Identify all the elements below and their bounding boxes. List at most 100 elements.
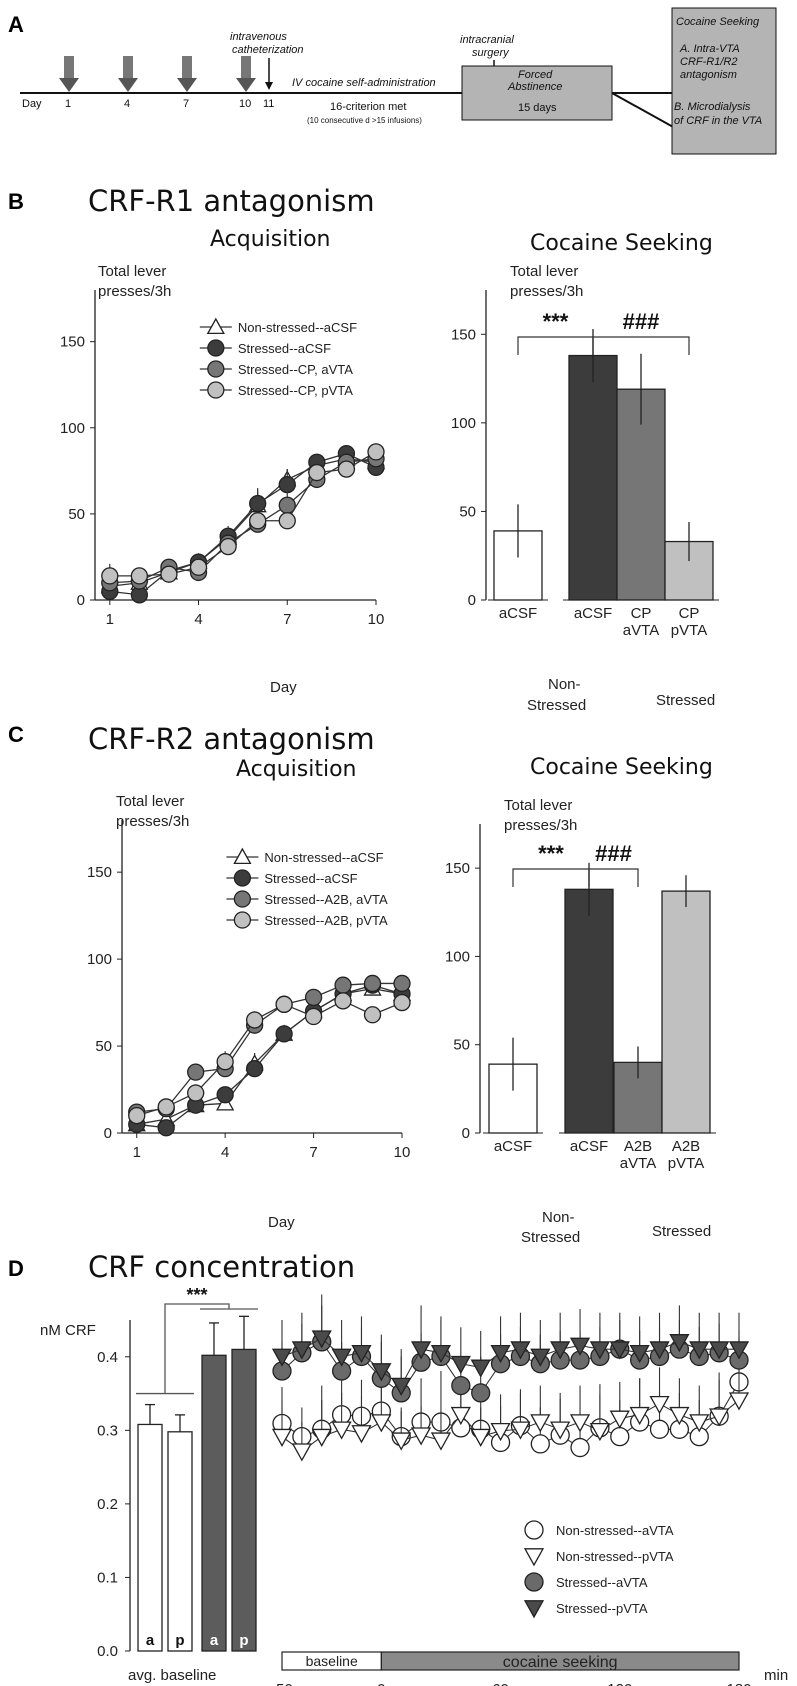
data-point: [304, 988, 323, 1007]
bar-category-label: pVTA: [671, 622, 707, 639]
legend-label: Stressed--pVTA: [556, 1601, 648, 1616]
y-tick-label: 0.0: [97, 1643, 118, 1660]
d-bar-xlabel: avg. baseline: [128, 1667, 216, 1684]
data-point: [271, 1428, 293, 1447]
data-point: [470, 1359, 491, 1378]
arrow-day-1: [59, 56, 79, 92]
data-point: [271, 1348, 293, 1367]
x-tick-label: 120: [607, 1681, 632, 1686]
day-tick-4: 4: [124, 98, 130, 110]
bar-category-label: a: [146, 1632, 155, 1649]
data-point: [589, 1341, 611, 1360]
legend-marker: [207, 381, 225, 399]
legend-label: Stressed--aCSF: [238, 341, 331, 356]
data-point: [709, 1341, 730, 1360]
x-tick-label: 10: [368, 611, 385, 628]
baseline-box-label: baseline: [306, 1653, 358, 1669]
d-timecourse-chart: baseline cocaine seeking -50 0 60 120 180 Non-s…: [271, 1294, 752, 1686]
data-point: [278, 512, 296, 530]
series-line: [136, 988, 403, 1125]
x-tick-label: 4: [221, 1144, 229, 1161]
legend-label: Non-stressed--pVTA: [556, 1549, 674, 1564]
x-tick-label: 1: [133, 1144, 141, 1161]
legend-label: Stressed--aCSF: [264, 871, 357, 886]
legend-label: Stressed--A2B, pVTA: [264, 913, 388, 928]
significance-bracket: ***: [517, 309, 594, 355]
y-tick-label: 100: [87, 951, 112, 968]
seeking-a-3: antagonism: [680, 69, 737, 81]
legend-marker: [233, 869, 252, 887]
series-line: [136, 984, 403, 1129]
legend-marker: [524, 1520, 544, 1540]
bar-category-label: p: [239, 1632, 248, 1649]
y-tick-label: 50: [95, 1038, 112, 1055]
bar-category-label: aCSF: [499, 605, 537, 622]
seeking-b-1: B. Microdialysis: [674, 101, 751, 113]
data-point: [275, 1025, 293, 1043]
x-tick-label: 60: [492, 1681, 509, 1686]
data-point: [530, 1414, 551, 1433]
bracket-line: [512, 868, 590, 887]
y-tick-label: 100: [445, 948, 470, 965]
bracket-line: [517, 336, 594, 355]
data-point: [331, 1348, 352, 1367]
day-label: Day: [22, 98, 42, 110]
legend-label: Stressed--A2B, aVTA: [264, 892, 388, 907]
c-acq-ylabel-1: Total lever: [116, 793, 184, 810]
legend-label: Non-stressed--aCSF: [264, 850, 383, 865]
day-tick-10: 10: [239, 98, 251, 110]
b-seek-title: Cocaine Seeking: [530, 231, 713, 256]
b-stressed: Stressed: [656, 692, 715, 709]
panel-letter-a: A: [8, 12, 24, 37]
data-point: [249, 494, 267, 513]
c-acq-xlabel: Day: [268, 1214, 295, 1231]
data-point: [337, 460, 356, 478]
bar: [167, 1431, 193, 1652]
bar-category-label: p: [175, 1632, 184, 1649]
bar: [568, 354, 618, 601]
data-point: [689, 1414, 710, 1433]
data-point: [219, 537, 237, 556]
bar-category-label: aCSF: [494, 1138, 532, 1155]
seeking-a-1: A. Intra-VTA: [679, 43, 740, 55]
legend-marker: [523, 1600, 545, 1619]
bar-category-label: CP: [679, 605, 700, 622]
c-acquisition-chart: 0 50 100 150 1 4 7 10 Non-stressed--aCSF Stressed…: [87, 820, 412, 1161]
c-seek-ylabel-1: Total lever: [504, 797, 572, 814]
data-point: [311, 1330, 332, 1349]
y-tick-label: 50: [459, 503, 476, 520]
legend-marker: [207, 339, 225, 357]
b-acquisition-chart: 0 50 100 150 1 4 7 10 Non-stressed--aCSF Stressed…: [60, 290, 386, 628]
data-point: [649, 1395, 670, 1415]
data-point: [308, 463, 326, 482]
data-point: [450, 1355, 471, 1375]
b-nonstressed-2: Stressed: [527, 697, 586, 714]
data-point: [728, 1341, 750, 1360]
y-tick-label: 0: [468, 592, 476, 609]
day-tick-7: 7: [183, 98, 189, 110]
data-point: [649, 1419, 670, 1439]
data-point: [510, 1341, 531, 1360]
legend-label: Stressed--aVTA: [556, 1575, 648, 1590]
catheter-label-2: catheterization: [232, 44, 304, 56]
legend-marker: [524, 1572, 544, 1592]
significance-bracket: ###: [592, 309, 690, 355]
c-acq-ylabel-2: presses/3h: [116, 813, 189, 830]
surgery-label-2: surgery: [472, 47, 510, 59]
y-tick-label: 150: [451, 326, 476, 343]
data-point: [490, 1422, 511, 1442]
c-seek-ylabel-2: presses/3h: [504, 817, 577, 834]
c-nonstressed-1: Non-: [542, 1209, 575, 1226]
legend-label: Stressed--CP, aVTA: [238, 362, 353, 377]
bracket-line: [592, 336, 690, 355]
seeking-box: [671, 7, 777, 155]
d-ylabel: nM CRF: [40, 1322, 96, 1339]
series-3: [271, 1294, 750, 1396]
legend-label: Stressed--CP, pVTA: [238, 383, 353, 398]
bar-category-label: A2B: [672, 1138, 700, 1155]
panel-letter-c: C: [8, 722, 24, 747]
data-point: [450, 1406, 471, 1426]
data-point: [291, 1341, 312, 1360]
data-point: [157, 1098, 175, 1116]
